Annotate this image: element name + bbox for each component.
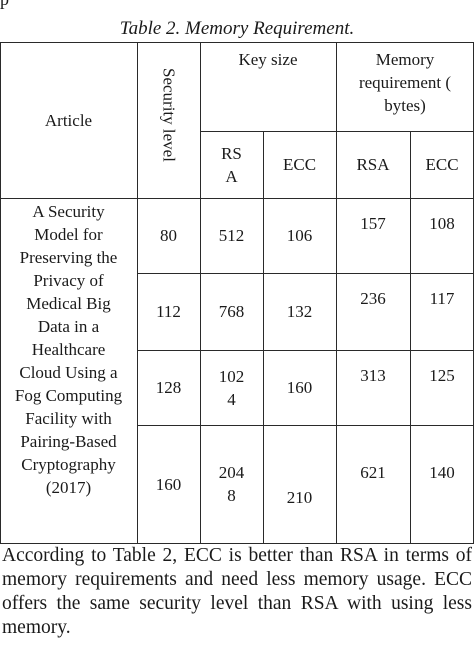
cell-value: 160: [286, 378, 313, 397]
cell-value: 210: [286, 488, 313, 507]
cell-value: 102 4: [218, 366, 245, 409]
cell-value: 160: [155, 474, 182, 494]
table-row-3-key-rsa: 102 4: [200, 350, 263, 425]
cell-value: 128: [155, 378, 182, 397]
table-row-4-security: 160: [137, 425, 200, 543]
article-title: A Security Model for Preserving the Priv…: [14, 202, 123, 497]
table-row-1-security: 80: [137, 198, 200, 273]
cell-value: 80: [160, 226, 177, 245]
table-caption: Table 2. Memory Requirement.: [119, 18, 355, 39]
table-row-3-mem-ecc: 125: [410, 350, 474, 425]
header-article: Article: [0, 42, 137, 198]
header-memory-requirement: Memory requirement ( bytes): [336, 42, 474, 131]
table-row-2-mem-rsa: 236: [336, 273, 410, 350]
header-key-ecc: ECC: [263, 131, 336, 198]
table-row-1-mem-rsa: 157: [336, 198, 410, 273]
header-mem-rsa: RSA: [336, 131, 410, 198]
header-mem-ecc: ECC: [410, 131, 474, 198]
table-row-1-mem-ecc: 108: [410, 198, 474, 273]
col-divider-security: [200, 42, 201, 544]
header-key-ecc-label: ECC: [282, 155, 317, 174]
table-top-border: [0, 42, 474, 43]
memory-requirement-table: Article Security level Key size Memory r…: [0, 42, 474, 550]
row-divider-1: [137, 273, 474, 274]
col-divider-keysize: [263, 131, 264, 544]
col-divider-memory: [410, 131, 411, 544]
cell-value: 125: [429, 366, 455, 385]
cell-value: 768: [218, 302, 245, 321]
cell-value: 108: [429, 214, 455, 233]
cell-value: 512: [218, 226, 245, 245]
row-divider-3: [137, 425, 474, 426]
cell-value: 236: [360, 289, 386, 308]
header-mem-rsa-label: RSA: [356, 155, 390, 174]
table-row-1-key-rsa: 512: [200, 198, 263, 273]
table-row-4-mem-ecc: 140: [410, 425, 474, 543]
body-paragraph: According to Table 2, ECC is better than…: [2, 545, 472, 638]
table-row-2-key-ecc: 132: [263, 273, 336, 350]
table-row-3-key-ecc: 160: [263, 350, 336, 425]
header-article-label: Article: [44, 110, 93, 130]
cell-value: 112: [156, 302, 181, 321]
cell-value: 106: [286, 226, 313, 245]
table-row-1-key-ecc: 106: [263, 198, 336, 273]
header-security-level-label: Security level: [159, 68, 179, 162]
table-row-4-key-ecc: 210: [263, 425, 336, 543]
header-memory-requirement-label: Memory requirement ( bytes): [358, 50, 452, 115]
table-bottom-border: [0, 543, 474, 544]
table-row-4-key-rsa: 204 8: [200, 425, 263, 543]
table-row-2-mem-ecc: 117: [410, 273, 474, 350]
header-key-rsa: RS A: [200, 131, 263, 198]
cell-value: 117: [429, 289, 455, 308]
header-bottom-border: [0, 198, 474, 199]
col-divider-key-memory: [336, 42, 337, 544]
table-row-3-security: 128: [137, 350, 200, 425]
header-key-size: Key size: [200, 42, 336, 72]
cell-value: 621: [360, 463, 386, 482]
header-mem-ecc-label: ECC: [425, 155, 459, 174]
cell-value: 132: [286, 302, 313, 321]
table-left-border: [0, 42, 1, 544]
table-row-2-key-rsa: 768: [200, 273, 263, 350]
cell-value: 313: [360, 366, 386, 385]
article-cell: A Security Model for Preserving the Priv…: [0, 198, 137, 543]
page-fragment-text: p: [0, 0, 9, 8]
header-split-line: [200, 131, 474, 132]
cell-value: 157: [360, 214, 386, 233]
cell-value: 204 8: [218, 463, 245, 505]
table-row-4-mem-rsa: 621: [336, 425, 410, 543]
table-row-2-security: 112: [137, 273, 200, 350]
col-divider-article: [137, 42, 138, 544]
header-key-rsa-label: RS A: [221, 143, 242, 186]
cell-value: 140: [429, 463, 455, 482]
header-security-level: Security level: [137, 42, 200, 198]
row-divider-2: [137, 350, 474, 351]
header-key-size-label: Key size: [238, 50, 298, 69]
table-row-3-mem-rsa: 313: [336, 350, 410, 425]
